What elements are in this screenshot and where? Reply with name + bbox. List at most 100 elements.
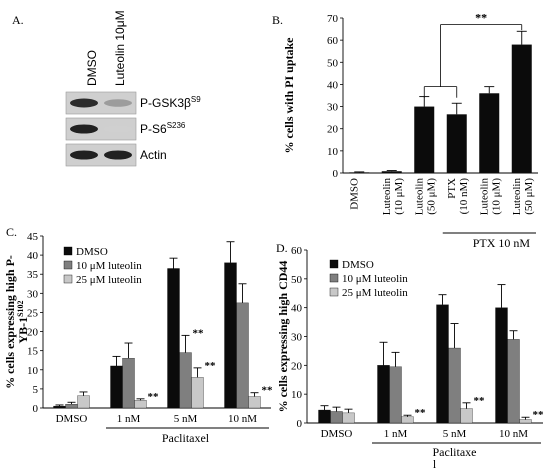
legend-label: DMSO	[342, 259, 374, 271]
bar	[507, 339, 520, 424]
blot-row-label-sup: S9	[191, 95, 201, 104]
blot-row-label-base: Actin	[140, 148, 167, 162]
significance-marker: **	[205, 360, 217, 372]
x-tick-label: (50 μM)	[523, 178, 535, 215]
bar	[389, 366, 402, 424]
x-tick-label: Luteolin	[413, 178, 425, 216]
x-tick-label: 10 nM	[228, 413, 257, 425]
blot-strip	[65, 117, 137, 141]
blot-band-dmso	[70, 98, 98, 108]
y-tick-label: 40	[27, 250, 39, 262]
y-tick-label: 5	[33, 384, 39, 396]
legend-label: DMSO	[76, 246, 108, 258]
y-tick-label: 60	[327, 35, 339, 47]
y-tick-label: 0	[333, 168, 339, 180]
group-label-line-1: Paclitaxe	[433, 445, 477, 459]
y-tick-label: 10	[327, 146, 339, 158]
group-label: PTX 10 nM	[473, 236, 531, 250]
bar	[167, 268, 180, 409]
y-axis-label-line-2: YB-1	[16, 317, 30, 344]
y-axis-label: % cells expressing high P-YB-1S102	[3, 255, 30, 389]
chart-c: 0 5 10 15 20 25 30 35 40 45 ** ** ** ** DMSO 1 nM 5 nM 10…	[3, 231, 273, 445]
x-tick-label: 1 nM	[117, 413, 141, 425]
bar	[446, 114, 467, 173]
significance-marker: **	[193, 327, 205, 339]
blot-row-label-base: P-S6	[140, 122, 167, 136]
blot-band-luteolin	[104, 125, 132, 133]
y-axis-label-line-1: % cells expressing high P-	[3, 255, 17, 389]
bar	[495, 307, 508, 424]
significance-marker: **	[533, 409, 545, 421]
bar	[519, 419, 532, 424]
y-tick-label: 50	[291, 274, 303, 286]
bar	[77, 395, 90, 409]
bar	[460, 408, 473, 424]
blot-strip	[65, 91, 137, 115]
bar	[479, 93, 500, 173]
y-tick-label: 25	[27, 307, 39, 319]
y-tick-label: 60	[291, 245, 303, 257]
panel-letter-c: C.	[6, 225, 17, 239]
blot-row-label-base: P-GSK3β	[140, 96, 191, 110]
significance-marker: **	[415, 407, 427, 419]
bar	[401, 416, 414, 424]
y-axis-label: % cells expressing high CD44	[276, 261, 290, 413]
bar	[191, 377, 204, 409]
y-tick-label: 50	[327, 57, 339, 69]
legend-swatch	[329, 259, 339, 269]
x-tick-label: DMSO	[56, 413, 88, 425]
x-tick-label: 10 nM	[499, 428, 528, 440]
x-tick-label: 5 nM	[443, 428, 467, 440]
legend-swatch	[63, 274, 73, 284]
blot-band-dmso	[70, 150, 98, 160]
y-tick-label: 30	[327, 102, 339, 114]
legend-swatch	[63, 260, 73, 270]
y-axis-label-sup: S102	[16, 300, 25, 316]
chart-b: 0 10 20 30 40 50 60 70 % cells with PI uptake DMS…	[282, 11, 538, 250]
y-tick-label: 45	[27, 231, 39, 243]
bar	[330, 411, 343, 424]
x-tick-label: (50 μM)	[425, 178, 437, 215]
bar	[53, 405, 66, 409]
x-tick-label: 1 nM	[384, 428, 408, 440]
legend-swatch	[63, 246, 73, 256]
bar	[236, 302, 249, 409]
y-tick-label: 30	[27, 288, 39, 300]
significance-marker: **	[474, 395, 486, 407]
legend-label: 25 μM luteolin	[76, 274, 142, 286]
y-tick-label: 10	[27, 365, 39, 377]
x-tick-label: (10 μM)	[393, 178, 405, 215]
x-tick-label: Luteolin	[381, 178, 393, 216]
y-tick-label: 20	[291, 360, 303, 372]
western-blot-panel: DMSO Luteolin 10μM P-GSK3βS9 P-S6S236 Acti…	[65, 10, 201, 167]
blot-band-luteolin	[104, 99, 132, 107]
bar	[377, 365, 390, 424]
x-tick-label: DMSO	[348, 178, 360, 210]
blot-row-label: P-S6S236	[140, 121, 186, 136]
bar	[248, 396, 261, 409]
legend-swatch	[329, 287, 339, 297]
group-label-line-2: l	[433, 457, 437, 469]
y-tick-label: 30	[291, 332, 303, 344]
blot-row-label: Actin	[140, 148, 167, 162]
y-tick-label: 20	[327, 124, 339, 136]
blot-row-label-sup: S236	[167, 121, 186, 130]
blot-band-dmso	[70, 124, 98, 134]
x-tick-label: (10 nM)	[458, 178, 470, 215]
bar	[414, 106, 435, 173]
x-tick-label: (10 μM)	[490, 178, 502, 215]
blot-band-luteolin	[104, 150, 132, 160]
group-label: Paclitaxel	[162, 431, 210, 445]
x-tick-label: PTX	[446, 178, 458, 199]
legend-label: 10 μM luteolin	[76, 260, 142, 272]
bar	[224, 262, 237, 409]
y-tick-label: 40	[291, 303, 303, 315]
chart-d: 0 10 20 30 40 50 60 ** ** ** DMSO 1 nM 5 nM 10 nM DMSO…	[276, 245, 544, 469]
bar	[318, 409, 331, 424]
blot-strip	[65, 143, 137, 167]
significance-marker: **	[262, 385, 274, 397]
blot-row-label: P-GSK3βS9	[140, 95, 201, 110]
significance-marker: **	[148, 391, 160, 403]
bar	[349, 172, 370, 173]
